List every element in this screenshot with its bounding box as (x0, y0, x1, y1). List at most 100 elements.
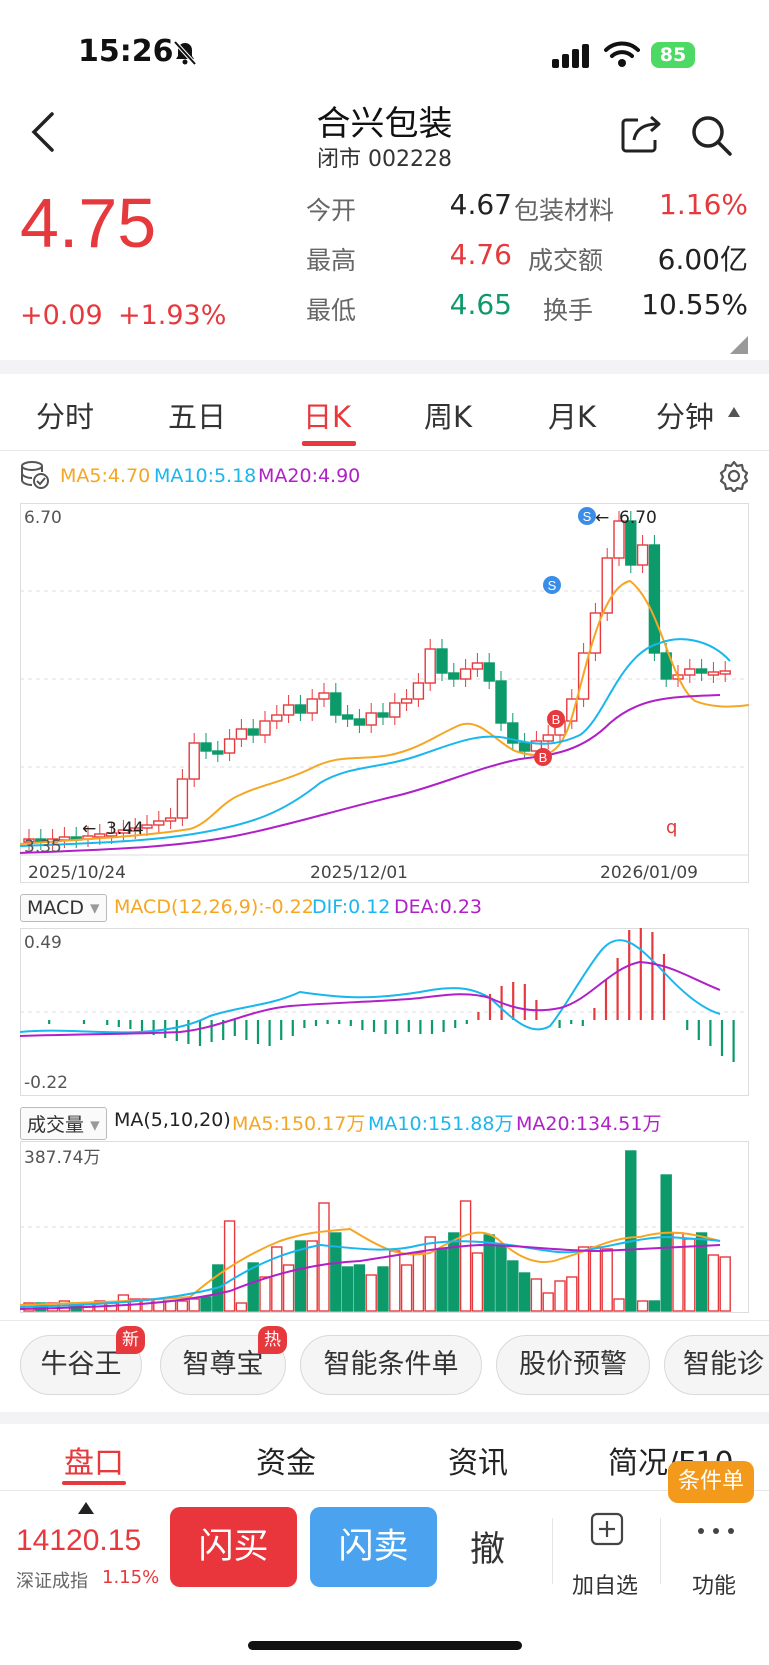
function-label[interactable]: 功能 (692, 1574, 737, 1599)
kline-chart[interactable]: S S B B 6.70 3.35 ← 6.70 ← 3.44 q 2025/1… (20, 503, 749, 883)
turnover-amount-label: 成交额 (528, 246, 604, 275)
conditional-order-tooltip[interactable]: 条件单 (668, 1461, 755, 1503)
candle-body (259, 720, 271, 736)
date-label-start: 2025/10/24 (28, 863, 126, 883)
database-icon[interactable] (20, 460, 50, 490)
volume-bar (530, 1278, 543, 1312)
candle-body (601, 557, 613, 614)
candle-body (94, 833, 106, 838)
tab-news[interactable]: 资讯 (448, 1446, 508, 1481)
volume-selector[interactable]: 成交量 ▾ (20, 1107, 107, 1140)
macd-legend: MACD(12,26,9):-0.22 (114, 896, 314, 918)
volume-bar (188, 1298, 200, 1312)
volume-bar (554, 1280, 566, 1312)
chip-smart-diagnosis[interactable]: 智能诊 (664, 1335, 769, 1395)
add-favorite-label[interactable]: 加自选 (572, 1574, 639, 1599)
back-arrow-icon[interactable] (30, 112, 56, 152)
volume-bar (389, 1250, 401, 1312)
turnover-rate-label: 换手 (543, 296, 594, 325)
macd-selector[interactable]: MACD ▾ (20, 894, 107, 922)
candle-body (412, 682, 425, 700)
candle-body (483, 662, 495, 682)
volume-bar (625, 1150, 637, 1312)
candle-body (707, 671, 720, 676)
bell-muted-icon (173, 40, 197, 66)
candle-body (117, 829, 130, 834)
active-tab-indicator (302, 441, 356, 446)
open-value: 4.67 (449, 188, 512, 221)
tab-monthly-k[interactable]: 月K (548, 400, 597, 434)
candle-body (695, 668, 708, 674)
dea-legend: DEA:0.23 (394, 896, 483, 918)
volume-bar (577, 1246, 590, 1312)
kline-signal-sell-mid: S (543, 576, 561, 594)
volume-bar (613, 1298, 625, 1312)
kline-low-marker-arrow: ← (82, 819, 96, 839)
cellular-signal-icon (552, 44, 589, 68)
candle-body (223, 738, 236, 754)
kline-high-marker-arrow: ← (595, 508, 609, 528)
flash-sell-button[interactable]: 闪卖 (310, 1507, 437, 1587)
candle-body (459, 668, 472, 680)
hot-badge: 热 (258, 1326, 287, 1354)
tab-order-book[interactable]: 盘口 (64, 1446, 124, 1481)
high-label: 最高 (306, 246, 357, 275)
kline-high-marker: 6.70 (619, 508, 657, 528)
volume-chart[interactable]: 387.74万 (20, 1141, 749, 1313)
price-change-pct: +1.93% (118, 300, 227, 331)
volume-bar (247, 1262, 259, 1312)
candle-body (176, 778, 189, 819)
turnover-rate-value: 10.55% (641, 288, 748, 321)
kline-top-label: 6.70 (24, 508, 62, 528)
candle-body (542, 734, 554, 742)
volume-bar (400, 1264, 413, 1312)
tab-weekly-k[interactable]: 周K (424, 400, 473, 434)
search-icon[interactable] (690, 114, 734, 158)
candle-body (365, 712, 377, 726)
battery-indicator: 85 (651, 42, 695, 68)
vol-ma20-legend: MA20:134.51万 (516, 1113, 662, 1135)
gear-icon[interactable] (718, 460, 750, 492)
tab-five-day[interactable]: 五日 (168, 400, 227, 434)
macd-top-label: 0.49 (24, 933, 62, 953)
tab-minute[interactable]: 分钟 (656, 400, 715, 434)
sector-label[interactable]: 包装材料 (514, 196, 615, 225)
candle-body (625, 520, 637, 566)
candle-body (377, 712, 389, 718)
turnover-amount-value: 6.00亿 (657, 243, 748, 276)
candle-body (684, 668, 696, 676)
macd-chart[interactable]: 0.49 -0.22 (20, 928, 749, 1096)
home-indicator (248, 1641, 522, 1650)
add-favorite-icon[interactable] (590, 1512, 624, 1546)
tab-capital[interactable]: 资金 (256, 1446, 316, 1481)
candle-body (235, 728, 248, 740)
tab-daily-k[interactable]: 日K (303, 400, 352, 434)
price-change: +0.09 (20, 300, 103, 331)
candle-body (719, 670, 731, 675)
chip-smart-conditional-order[interactable]: 智能条件单 (300, 1335, 482, 1395)
volume-bar (542, 1292, 554, 1312)
candle-body (448, 672, 460, 680)
more-dots-icon[interactable] (696, 1526, 736, 1536)
candle-body (247, 728, 259, 736)
volume-bar (660, 1174, 672, 1312)
volume-bar (377, 1266, 389, 1312)
chip-price-alert[interactable]: 股价预警 (496, 1335, 650, 1395)
volume-bar (518, 1272, 531, 1312)
svg-text:S: S (583, 509, 592, 524)
volume-top-label: 387.74万 (24, 1148, 100, 1168)
index-value[interactable]: 14120.15 (16, 1524, 142, 1557)
flash-buy-button[interactable]: 闪买 (170, 1507, 297, 1587)
share-icon[interactable] (620, 114, 664, 154)
new-badge: 新 (116, 1326, 145, 1354)
kline-q-label: q (666, 817, 677, 838)
volume-bar (495, 1244, 507, 1312)
dropdown-triangle-icon (728, 407, 740, 417)
candle-body (400, 698, 413, 704)
expand-corner-icon[interactable] (730, 336, 748, 354)
cancel-order-button[interactable]: 撤 (470, 1530, 506, 1570)
open-label: 今开 (306, 196, 357, 225)
candle-body (353, 718, 366, 726)
tab-intraday[interactable]: 分时 (36, 400, 95, 434)
kline-signal-buy-1: B (547, 710, 565, 728)
